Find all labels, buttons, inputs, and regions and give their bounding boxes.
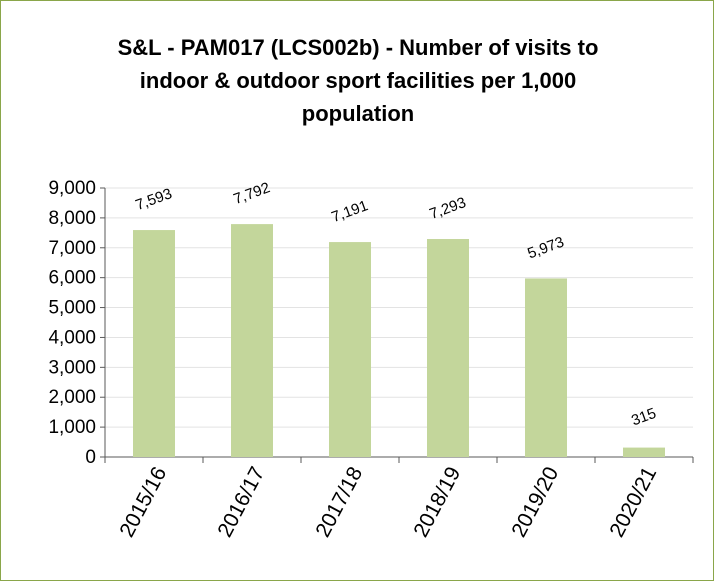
x-tick-label: 2019/20 [507,463,563,541]
y-tick-label: 1,000 [48,417,96,438]
y-tick-label: 2,000 [48,387,96,408]
x-tick-label: 2015/16 [115,463,171,541]
y-tick-label: 3,000 [48,357,96,378]
y-tick-label: 9,000 [48,178,96,199]
bar [623,447,665,457]
x-tick-label: 2016/17 [213,463,269,541]
y-tick-label: 7,000 [48,238,96,259]
y-tick-label: 8,000 [48,208,96,229]
y-tick-label: 0 [85,447,96,468]
value-label: 7,293 [427,194,468,223]
chart-title: S&L - PAM017 (LCS002b) - Number of visit… [117,35,599,126]
bar [133,230,175,457]
bar [329,242,371,457]
x-tick-label: 2017/18 [311,463,367,541]
x-tick-label: 2018/19 [409,463,465,541]
bar [525,278,567,457]
bar [427,239,469,457]
value-label: 5,973 [525,234,566,263]
value-label: 315 [629,405,658,430]
y-tick-label: 6,000 [48,268,96,289]
value-label: 7,191 [329,197,370,226]
value-label: 7,593 [133,185,174,214]
value-label: 7,792 [231,179,272,208]
x-tick-label: 2020/21 [605,463,661,541]
y-tick-label: 4,000 [48,327,96,348]
bar [231,224,273,457]
y-tick-label: 5,000 [48,298,96,319]
